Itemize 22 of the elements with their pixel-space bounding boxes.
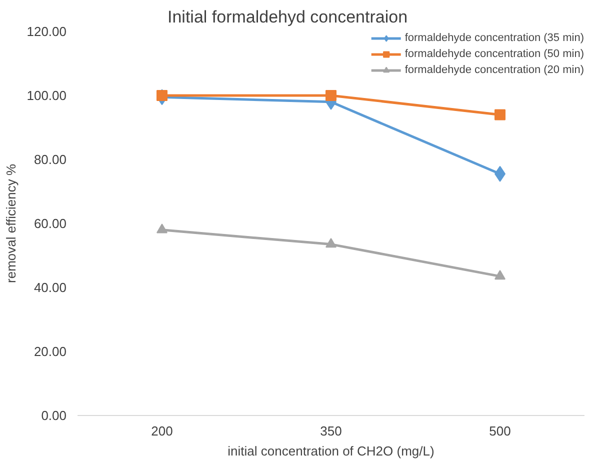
legend-label: formaldehyde concentration (50 min) [404, 47, 584, 61]
y-tick-label: 0.00 [41, 408, 67, 423]
y-tick-label: 120.00 [26, 24, 67, 39]
point [156, 224, 168, 234]
x-tick-label: 500 [489, 424, 511, 438]
point [494, 270, 506, 280]
y-axis-title: removal efficiency % [4, 164, 19, 283]
point [326, 90, 336, 101]
point [326, 238, 336, 248]
y-tick-label: 80.00 [34, 152, 67, 167]
x-tick-label: 200 [151, 424, 173, 438]
y-tick-label: 60.00 [34, 216, 67, 231]
x-axis-title: initial concentration of CH2O (mg/L) [228, 444, 434, 458]
chart-title: Initial formaldehyd concentraion [168, 8, 408, 26]
y-tick-label: 100.00 [26, 88, 67, 103]
y-tick-label: 40.00 [34, 280, 67, 295]
point [156, 90, 168, 101]
y-tick-label: 20.00 [34, 344, 67, 359]
legend-label: formaldehyde concentration (35 min) [404, 31, 584, 45]
point [494, 109, 506, 120]
legend-label: formaldehyde concentration (20 min) [404, 63, 584, 77]
x-tick-label: 350 [320, 424, 342, 438]
